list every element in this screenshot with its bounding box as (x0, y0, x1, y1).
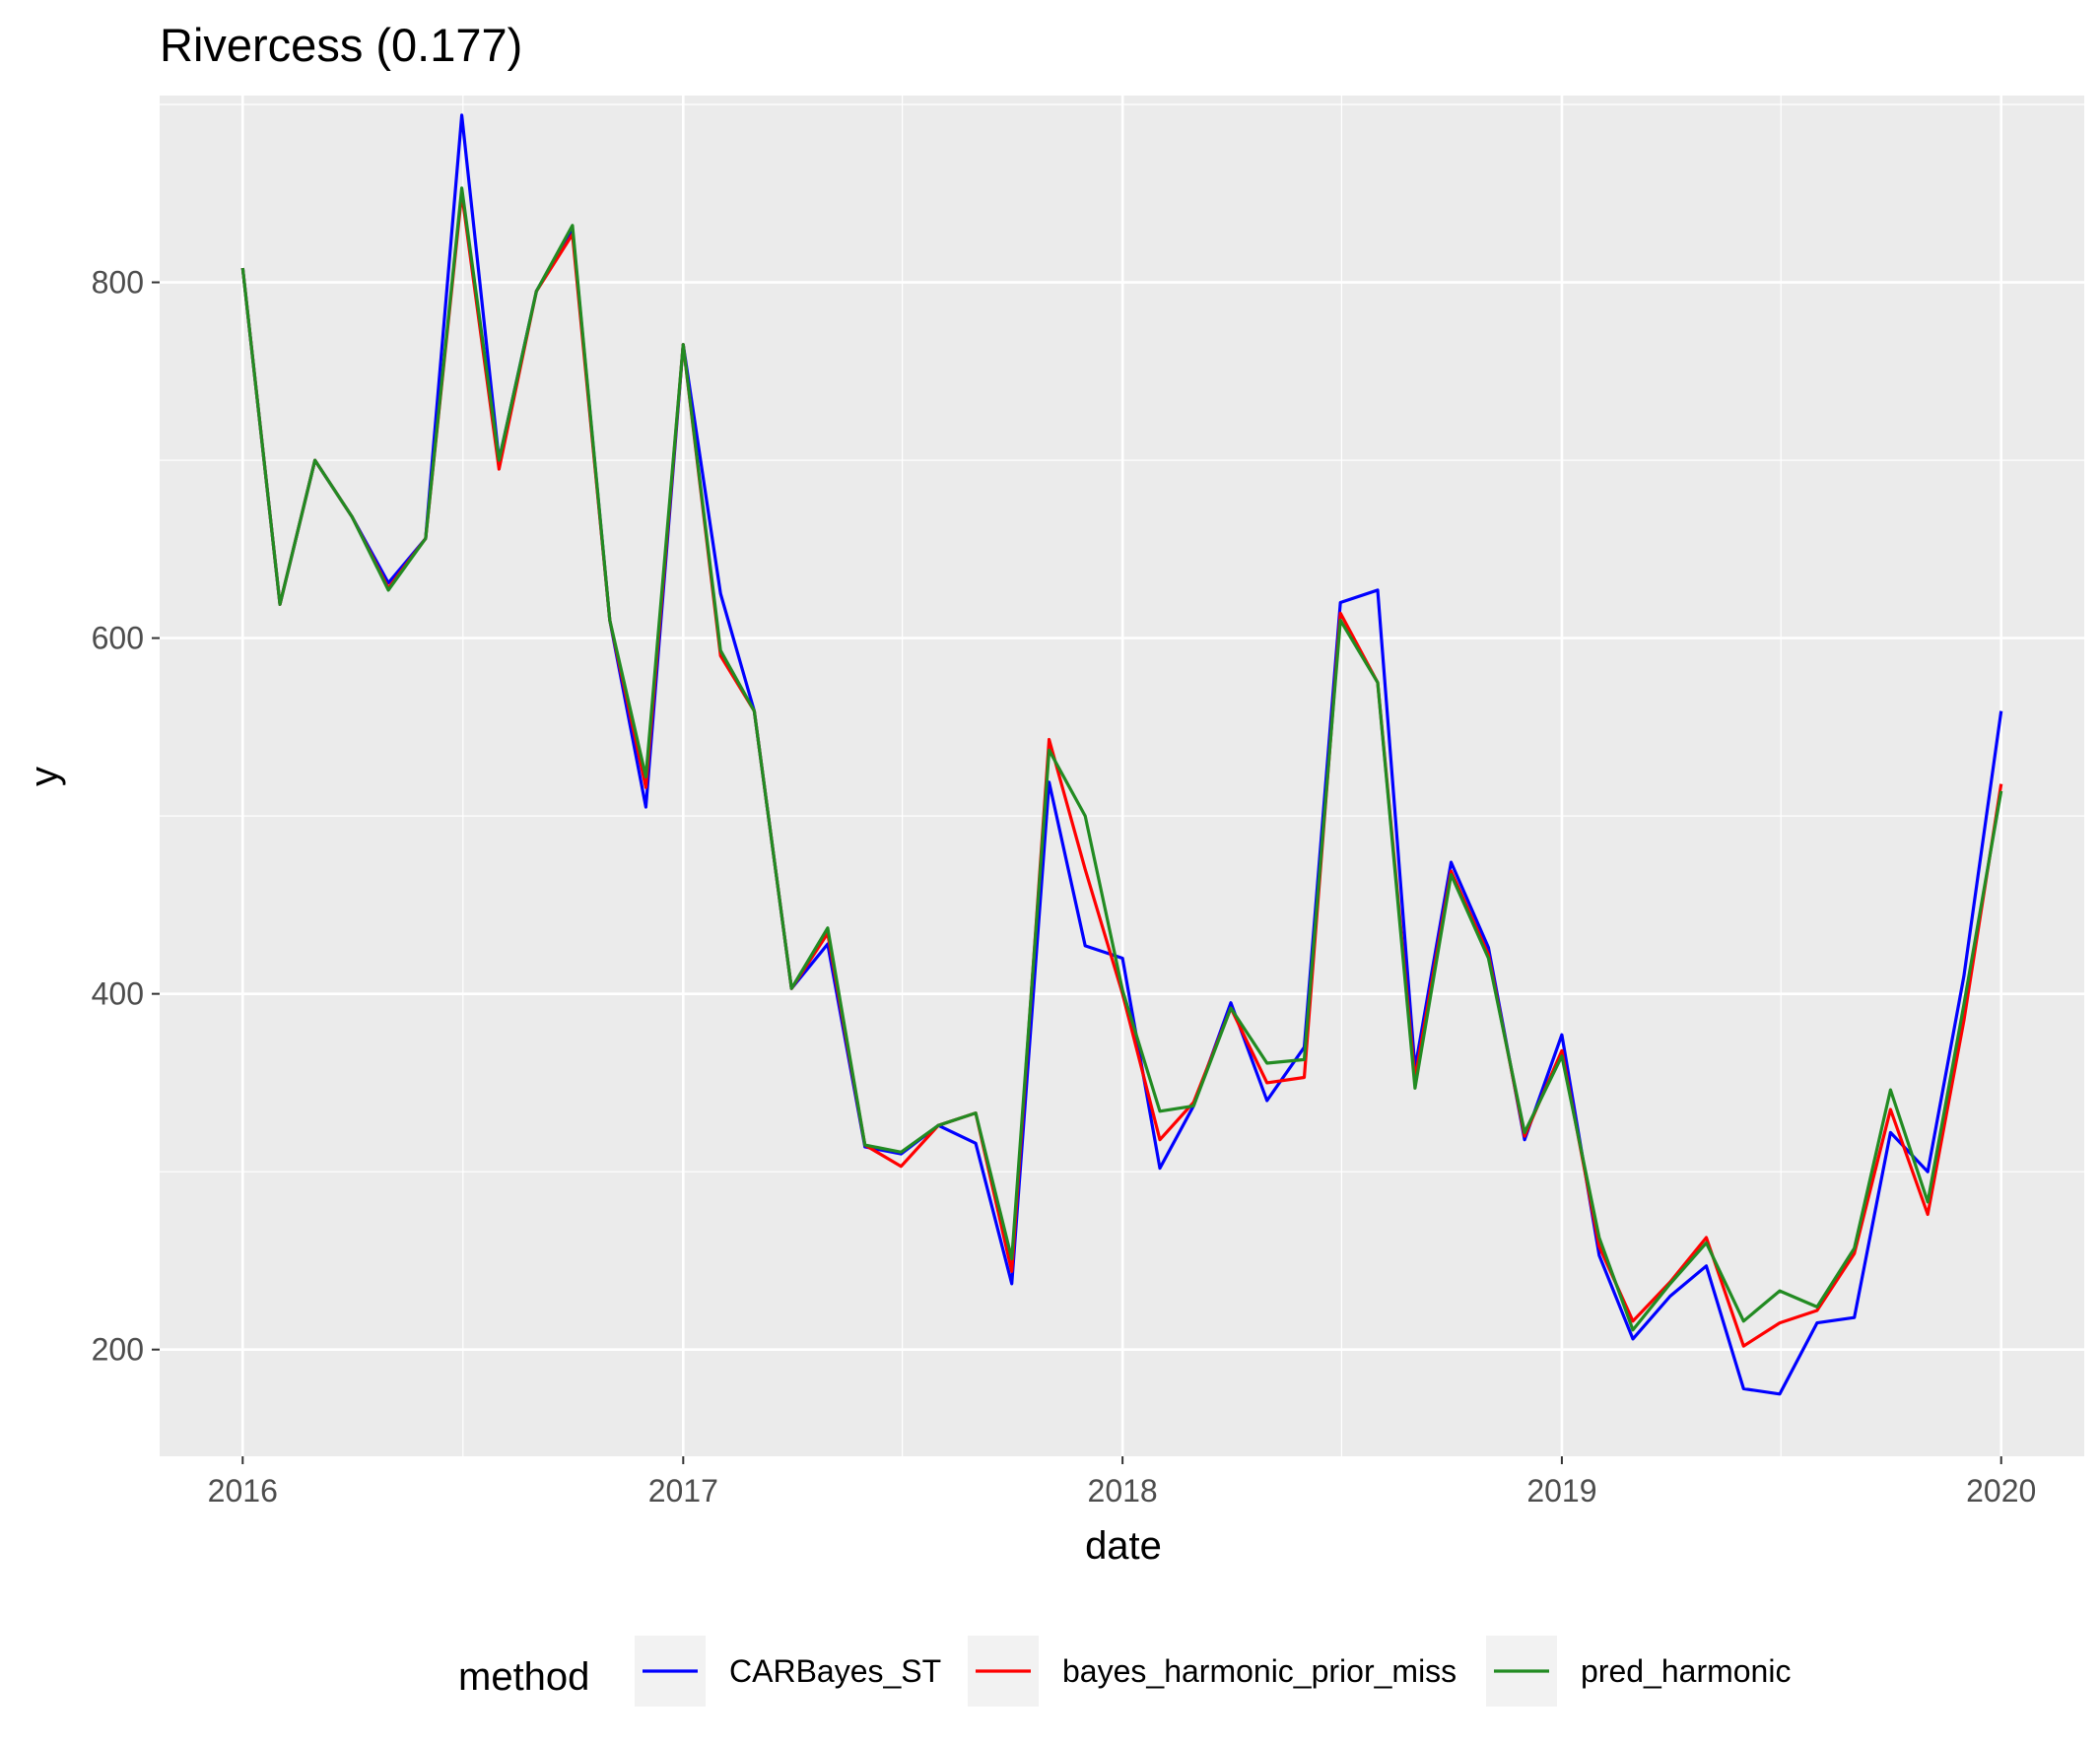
legend-label-CARBayes_ST: CARBayes_ST (729, 1653, 941, 1689)
x-tick-label: 2020 (1966, 1473, 2036, 1509)
y-axis: 200 400 600 800 (92, 265, 160, 1368)
x-tick-label: 2017 (648, 1473, 718, 1509)
legend-label-bayes_harmonic_prior_miss: bayes_harmonic_prior_miss (1062, 1653, 1456, 1689)
y-tick-label: 800 (92, 265, 144, 301)
y-tick-label: 200 (92, 1332, 144, 1368)
major-gridlines (160, 96, 2084, 1456)
series-lines (240, 113, 2003, 1396)
legend-title: method (458, 1655, 589, 1699)
series-line-pred_harmonic (240, 186, 2003, 1332)
chart-title: Rivercess (0.177) (160, 19, 522, 71)
y-tick-label: 600 (92, 621, 144, 656)
y-axis-title: y (23, 767, 66, 786)
y-tick-label: 400 (92, 976, 144, 1012)
x-tick-label: 2018 (1088, 1473, 1158, 1509)
x-tick-label: 2019 (1526, 1473, 1596, 1509)
legend: method CARBayes_ST bayes_harmonic_prior_m… (458, 1636, 1791, 1707)
x-axis-title: date (1085, 1524, 1162, 1568)
legend-label-pred_harmonic: pred_harmonic (1581, 1653, 1791, 1689)
x-axis: 2016 2017 2018 2019 2020 (208, 1456, 2036, 1509)
x-tick-label: 2016 (208, 1473, 278, 1509)
